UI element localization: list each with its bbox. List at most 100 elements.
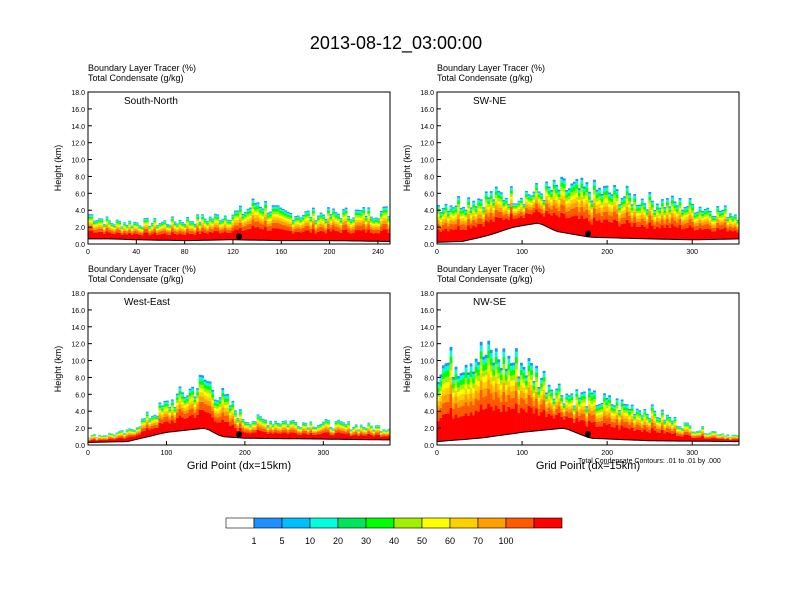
tracer-cell xyxy=(372,432,376,434)
tracer-cell xyxy=(676,227,679,240)
tracer-cell xyxy=(525,194,528,198)
terrain-cell xyxy=(264,438,267,445)
tracer-cell xyxy=(537,201,541,205)
tracer-cell xyxy=(274,206,278,209)
tracer-cell xyxy=(713,220,717,222)
tracer-cell xyxy=(459,394,463,400)
tracer-cell xyxy=(228,406,232,409)
tracer-cell xyxy=(545,192,549,196)
tracer-cell xyxy=(115,232,119,240)
tracer-cell xyxy=(138,427,142,429)
tracer-cell xyxy=(384,223,388,230)
tracer-cell xyxy=(580,399,584,403)
tracer-cell xyxy=(362,215,366,218)
terrain-cell xyxy=(467,240,471,244)
tracer-cell xyxy=(163,411,167,414)
tracer-cell xyxy=(711,432,715,434)
tracer-cell xyxy=(703,210,707,213)
terrain-cell xyxy=(547,227,551,244)
terrain-cell xyxy=(299,240,303,244)
tracer-cell xyxy=(150,228,154,230)
tracer-cell xyxy=(517,205,521,208)
tracer-cell xyxy=(221,220,225,223)
tracer-cell xyxy=(560,395,564,397)
y-tick-label: 12.0 xyxy=(420,342,434,349)
terrain-cell xyxy=(630,238,634,244)
tracer-cell xyxy=(615,208,619,214)
terrain-cell xyxy=(173,431,177,445)
tracer-cell xyxy=(517,210,521,214)
tracer-cell xyxy=(650,207,654,211)
tracer-cell xyxy=(108,438,111,442)
tracer-cell xyxy=(623,223,627,239)
tracer-cell xyxy=(90,435,94,437)
tracer-cell xyxy=(150,419,154,421)
tracer-cell xyxy=(339,422,343,424)
tracer-cell xyxy=(525,204,528,208)
tracer-cell xyxy=(625,202,629,207)
terrain-cell xyxy=(153,240,157,244)
tracer-cell xyxy=(359,428,363,430)
tracer-cell xyxy=(555,196,559,200)
tracer-cell xyxy=(228,421,232,427)
tracer-cell xyxy=(615,402,619,406)
tracer-cell xyxy=(181,401,184,405)
tracer-cell xyxy=(201,375,205,378)
terrain-cell xyxy=(522,225,526,244)
tracer-cell xyxy=(362,427,366,429)
tracer-cell xyxy=(100,218,104,220)
terrain-cell xyxy=(118,239,122,244)
tracer-cell xyxy=(113,227,116,229)
terrain-cell xyxy=(218,435,222,445)
tracer-cell xyxy=(582,409,586,414)
tracer-cell xyxy=(354,212,358,216)
terrain-cell xyxy=(181,240,184,244)
tracer-cell xyxy=(532,400,536,407)
tracer-cell xyxy=(231,217,235,220)
tracer-cell xyxy=(545,411,549,417)
tracer-cell xyxy=(128,222,132,225)
tracer-cell xyxy=(382,434,386,437)
tracer-cell xyxy=(206,383,210,386)
tracer-cell xyxy=(693,212,697,214)
tracer-cell xyxy=(103,231,106,234)
tracer-cell xyxy=(502,207,506,210)
tracer-cell xyxy=(522,214,526,218)
tracer-cell xyxy=(467,399,471,406)
tracer-cell xyxy=(231,227,235,231)
tracer-cell xyxy=(701,213,705,217)
tracer-cell xyxy=(274,422,278,425)
tracer-cell xyxy=(479,404,483,439)
tracer-cell xyxy=(711,227,715,232)
tracer-cell xyxy=(474,410,478,439)
tracer-cell xyxy=(301,433,305,439)
tracer-cell xyxy=(291,220,295,221)
y-axis-label: Height (km) xyxy=(53,145,63,192)
tracer-cell xyxy=(120,433,124,434)
tracer-cell xyxy=(600,404,604,407)
tracer-cell xyxy=(296,231,300,241)
terrain-cell xyxy=(158,240,162,244)
tracer-cell xyxy=(163,233,167,241)
tracer-cell xyxy=(354,432,358,435)
tracer-cell xyxy=(206,227,210,229)
tracer-cell xyxy=(233,411,237,414)
tracer-cell xyxy=(145,424,149,429)
tracer-cell xyxy=(459,406,463,417)
tracer-cell xyxy=(630,204,634,206)
tracer-cell xyxy=(276,222,280,229)
tracer-cell xyxy=(342,212,345,215)
tracer-cell xyxy=(264,420,267,422)
tracer-cell xyxy=(610,198,614,203)
tracer-cell xyxy=(648,425,652,428)
terrain-cell xyxy=(347,240,351,244)
tracer-cell xyxy=(540,383,543,388)
tracer-cell xyxy=(532,194,536,198)
tracer-cell xyxy=(497,378,501,384)
tracer-cell xyxy=(454,385,458,391)
tracer-cell xyxy=(304,214,308,217)
tracer-cell xyxy=(171,217,174,219)
tracer-cell xyxy=(542,216,546,226)
tracer-cell xyxy=(527,394,531,406)
tracer-cell xyxy=(344,424,348,425)
